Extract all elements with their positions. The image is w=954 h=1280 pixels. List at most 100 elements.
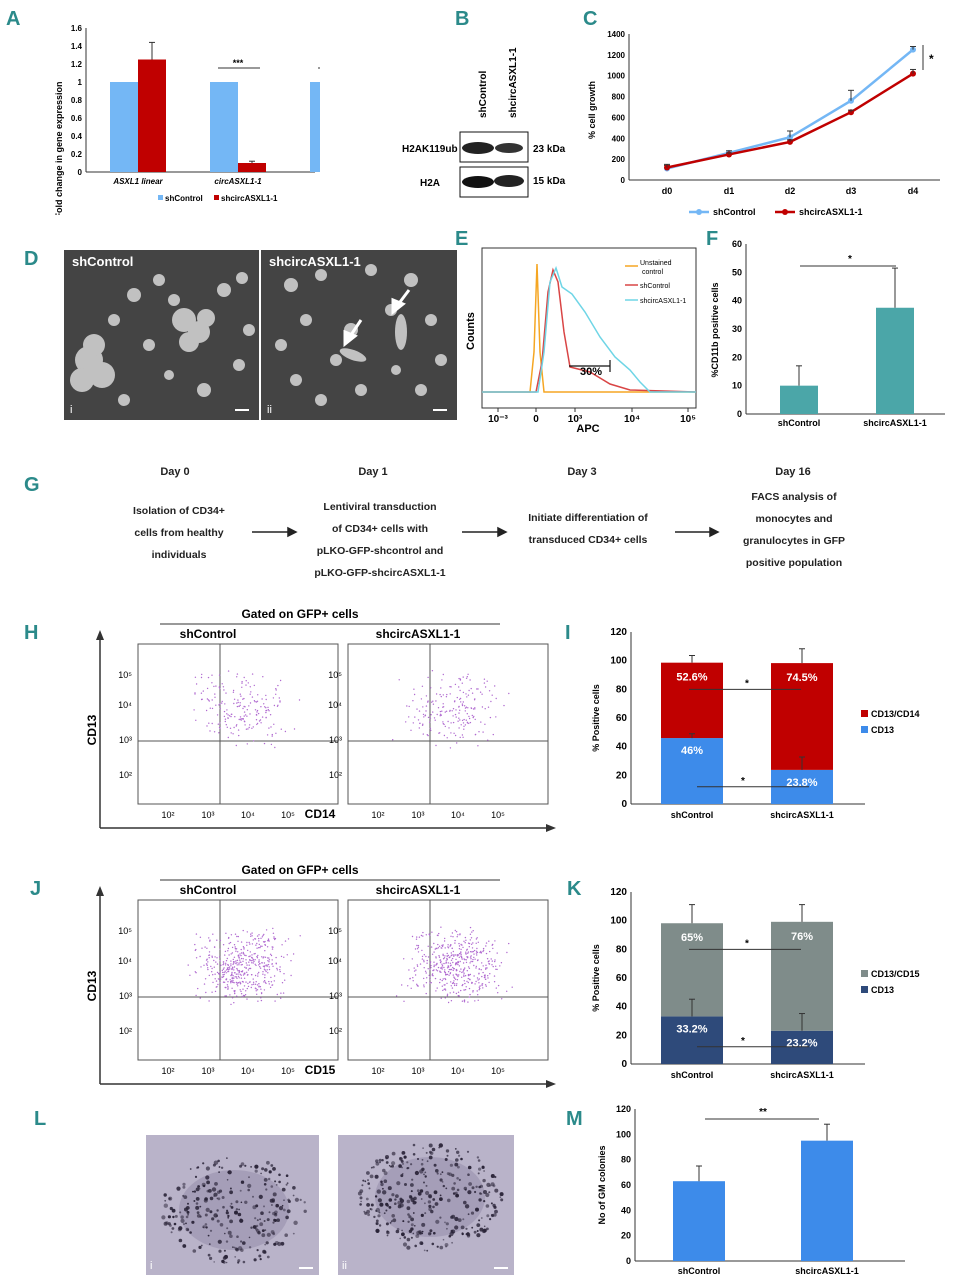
j-event-dot — [208, 951, 211, 953]
j-event-dot — [470, 937, 473, 939]
colony-cell — [482, 1178, 486, 1183]
h-event-dot — [250, 691, 252, 693]
h-event-dot — [469, 721, 472, 724]
colony-cell — [366, 1203, 370, 1207]
colony-cell — [460, 1225, 465, 1230]
h-event-dot — [442, 673, 444, 676]
legend-shcontrol: shControl — [640, 283, 670, 290]
j-event-dot — [412, 980, 414, 982]
h-event-dot — [459, 698, 461, 700]
colony-cell — [462, 1218, 465, 1221]
j-event-dot — [447, 954, 450, 957]
f-ylabel: %CD11b positive cells — [710, 282, 720, 377]
h-event-dot — [422, 713, 425, 716]
j-event-dot — [253, 953, 255, 955]
j-event-dot — [459, 960, 461, 963]
h-xtick: 10³ — [411, 810, 424, 820]
j-event-dot — [265, 929, 268, 931]
j-event-dot — [462, 971, 464, 973]
j-event-dot — [212, 933, 214, 935]
j-event-dot — [450, 968, 452, 971]
j-event-dot — [462, 969, 465, 971]
h-event-dot — [449, 693, 451, 695]
colony-cell — [485, 1204, 490, 1208]
colony-cell — [272, 1192, 277, 1197]
colony-cell — [403, 1236, 407, 1239]
j-event-dot — [214, 990, 217, 993]
colony-cell — [483, 1190, 487, 1194]
colony-cell — [432, 1205, 435, 1209]
j-event-dot — [218, 956, 221, 958]
h-event-dot — [233, 698, 236, 700]
j-event-dot — [240, 954, 242, 957]
j-event-dot — [443, 984, 445, 986]
j-event-dot — [416, 936, 418, 938]
h-event-dot — [492, 733, 494, 736]
j-event-dot — [255, 944, 257, 946]
j-event-dot — [453, 984, 456, 987]
h-event-dot — [425, 695, 428, 697]
h-event-dot — [227, 714, 229, 716]
f-bar — [780, 385, 818, 414]
j-event-dot — [266, 964, 268, 966]
j-event-dot — [267, 960, 269, 962]
h-event-dot — [268, 710, 270, 712]
j-event-dot — [215, 980, 218, 982]
j-xlabel: CD15 — [305, 1063, 336, 1077]
colony-cell — [259, 1218, 261, 1221]
j-event-dot — [254, 987, 257, 989]
k-ytick: 20 — [616, 1030, 628, 1041]
j-event-dot — [450, 1000, 453, 1002]
j-event-dot — [476, 954, 478, 956]
h-ytick: 10⁵ — [328, 670, 342, 680]
colony-cell — [280, 1241, 285, 1246]
j-event-dot — [247, 985, 250, 988]
h-event-dot — [222, 686, 225, 688]
j-event-dot — [460, 954, 462, 956]
colony-cell — [424, 1202, 426, 1205]
h-ytick: 10³ — [329, 735, 342, 745]
j-event-dot — [284, 940, 287, 942]
j-event-dot — [222, 968, 225, 970]
h-event-dot — [224, 703, 226, 705]
h-event-dot — [247, 728, 249, 730]
colony-cell — [236, 1235, 239, 1238]
colony-cell — [195, 1202, 199, 1205]
colony-cell — [408, 1215, 412, 1219]
j-event-dot — [485, 968, 487, 970]
colony-cell — [178, 1238, 183, 1243]
j-event-dot — [225, 932, 227, 934]
j-event-dot — [442, 958, 445, 960]
colony-cell — [232, 1246, 234, 1249]
micro-roman-ii: ii — [267, 404, 272, 416]
colony-cell — [229, 1219, 233, 1224]
j-event-dot — [460, 951, 462, 953]
colony-scale-bar-knockdown — [494, 1267, 508, 1269]
j-event-dot — [435, 990, 437, 992]
j-event-dot — [265, 964, 267, 966]
colony-cell — [410, 1190, 413, 1193]
j-event-dot — [268, 980, 270, 983]
h-event-dot — [241, 718, 243, 720]
j-event-dot — [433, 964, 435, 966]
j-event-dot — [481, 983, 483, 985]
h-event-dot — [223, 715, 226, 718]
j-event-dot — [467, 974, 470, 977]
colony-cell — [488, 1191, 491, 1194]
j-event-dot — [491, 960, 493, 962]
j-event-dot — [211, 967, 213, 970]
j-event-dot — [452, 991, 455, 993]
j-event-dot — [492, 947, 494, 950]
colony-cell — [235, 1208, 239, 1211]
colony-cell — [427, 1200, 432, 1204]
j-event-dot — [464, 982, 466, 985]
j-event-dot — [263, 962, 266, 964]
h-event-dot — [256, 722, 259, 725]
j-event-dot — [233, 977, 235, 979]
j-xtick: 10⁵ — [491, 1066, 505, 1076]
colony-cell — [192, 1249, 197, 1253]
j-event-dot — [273, 936, 275, 938]
j-event-dot — [493, 975, 496, 977]
j-event-dot — [445, 960, 447, 962]
j-event-dot — [248, 964, 250, 966]
